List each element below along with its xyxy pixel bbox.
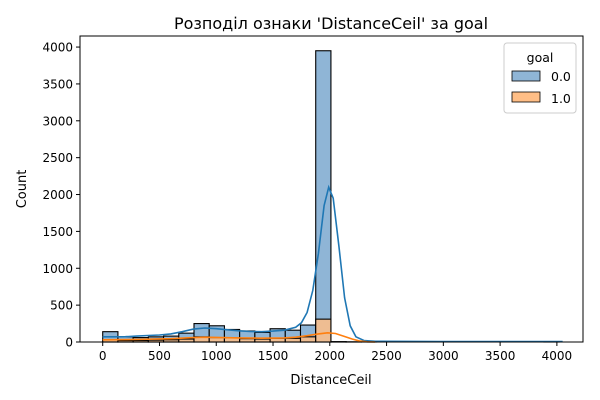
bars-series-0 (102, 50, 560, 343)
x-tick-label: 1500 (258, 349, 289, 363)
y-tick-label: 3000 (42, 114, 73, 128)
x-tick-label: 0 (99, 349, 107, 363)
histogram-bar (299, 336, 317, 343)
x-tick-label: 2500 (371, 349, 402, 363)
y-axis-label: Count (15, 170, 30, 209)
x-tick-label: 4000 (542, 349, 573, 363)
y-tick-label: 3500 (42, 77, 73, 91)
legend-swatch-0 (511, 70, 541, 82)
y-tick-label: 4000 (42, 41, 73, 55)
kde-curves (102, 184, 563, 343)
x-tick-label: 500 (148, 349, 171, 363)
y-tick-label: 1500 (42, 225, 73, 239)
y-tick-label: 0 (65, 336, 73, 350)
chart-title: Розподіл ознаки 'DistanceCeil' за goal (174, 14, 488, 33)
legend-label-1: 1.0 (551, 91, 571, 106)
plot-frame (79, 35, 584, 343)
y-tick-label: 500 (50, 299, 73, 313)
y-tick-label: 2000 (42, 188, 73, 202)
x-tick-label: 2000 (315, 349, 346, 363)
x-tick-label: 3000 (428, 349, 459, 363)
y-tick-label: 1000 (42, 262, 73, 276)
y-axis-ticks: 0 500 1000 1500 2000 2500 3000 3500 4000 (42, 41, 80, 350)
legend-title: goal (527, 50, 554, 65)
histogram-bar (315, 50, 332, 343)
x-tick-label: 1000 (201, 349, 232, 363)
legend-swatch-1 (511, 91, 541, 103)
kde-line-series-0 (102, 184, 563, 343)
x-tick-label: 3500 (485, 349, 516, 363)
x-axis-label: DistanceCeil (290, 373, 371, 388)
x-axis-ticks: 0 500 1000 1500 2000 2500 3000 3500 4000 (99, 342, 572, 363)
histogram-bar (315, 318, 332, 343)
legend: goal 0.0 1.0 (503, 42, 577, 114)
y-tick-label: 2500 (42, 151, 73, 165)
kde-line-series-1 (102, 331, 376, 343)
histogram-bar (284, 337, 302, 343)
legend-label-0: 0.0 (551, 69, 571, 84)
histogram-bar (269, 337, 286, 343)
